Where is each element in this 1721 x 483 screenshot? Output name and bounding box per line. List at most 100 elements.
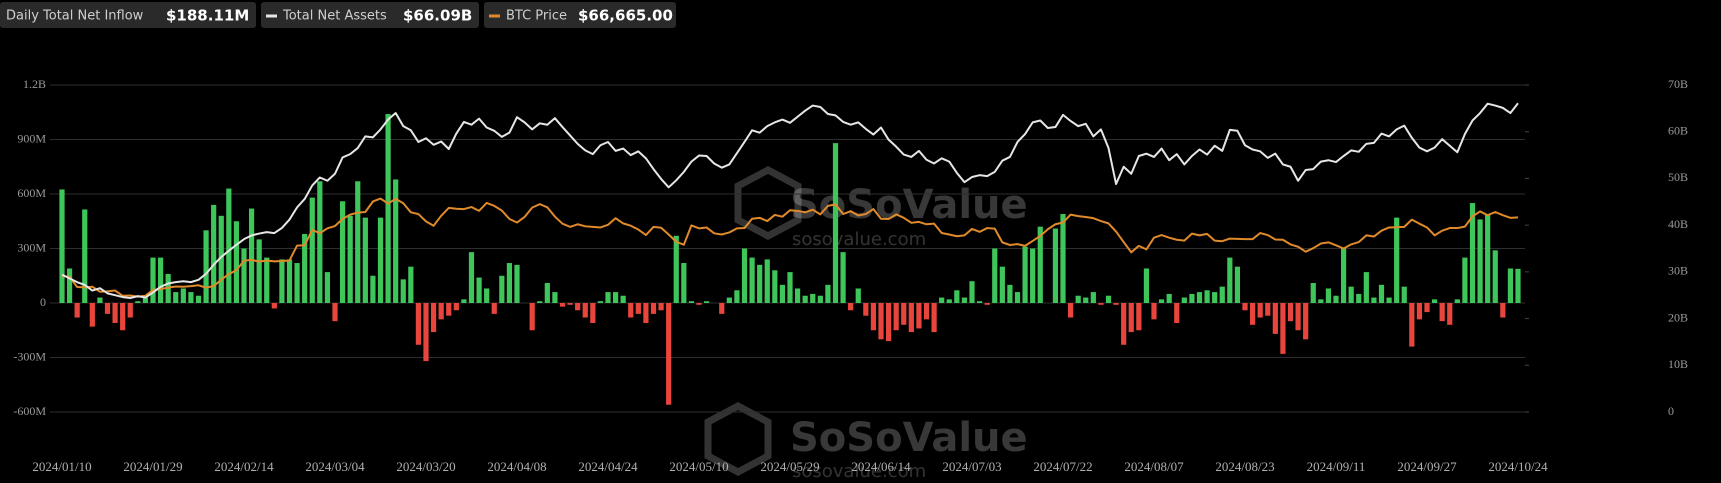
bar (1424, 303, 1430, 313)
bar (1462, 257, 1468, 303)
bar (1507, 268, 1514, 303)
bar (779, 284, 786, 303)
bar (1272, 303, 1278, 334)
bar (294, 263, 300, 303)
bar (506, 263, 513, 303)
bar (916, 303, 922, 329)
bars (59, 114, 1521, 405)
y2-tick-label: 50B (1668, 170, 1688, 184)
bar (1303, 303, 1309, 340)
bar (1500, 303, 1506, 318)
bar (332, 303, 338, 322)
bar (885, 303, 892, 342)
bar (1340, 248, 1347, 303)
bar (1189, 293, 1195, 303)
legend-value: $66,665.00 (578, 7, 673, 25)
bar (256, 239, 262, 303)
legend-label: BTC Price (506, 9, 567, 24)
bar (954, 290, 960, 303)
bar (1030, 248, 1036, 303)
bar (385, 114, 391, 303)
y-tick-label: -300M (13, 349, 46, 363)
bar (1325, 288, 1332, 303)
bar (855, 288, 861, 303)
bar (1128, 303, 1134, 333)
bar (1151, 303, 1157, 320)
bar (984, 303, 990, 305)
bar (559, 303, 566, 307)
bar (82, 209, 88, 303)
bar (97, 297, 103, 303)
bar (499, 275, 505, 303)
x-tick-label: 2024/10/24 (1488, 459, 1548, 474)
y2-tick-label: 60B (1668, 123, 1688, 137)
bar (415, 303, 422, 345)
bar (1394, 217, 1400, 303)
bar (923, 303, 930, 320)
bar (787, 272, 793, 303)
bar (339, 201, 346, 303)
bar (870, 303, 877, 331)
bar (188, 292, 194, 303)
bar (893, 303, 899, 331)
legend-value: $66.09B (403, 7, 472, 25)
bar (1492, 250, 1498, 303)
bar (324, 272, 331, 303)
bar (1515, 268, 1521, 303)
bar (658, 303, 664, 311)
bar (1014, 292, 1021, 303)
bar (195, 295, 202, 303)
bar (135, 301, 141, 303)
bar (1378, 284, 1385, 303)
x-tick-label: 2024/08/07 (1124, 459, 1184, 474)
bar (1037, 226, 1043, 303)
bar (696, 303, 702, 305)
bar (764, 259, 770, 303)
bar (703, 301, 710, 303)
bar (1174, 303, 1180, 323)
bar (211, 204, 217, 303)
x-tick-label: 2024/09/27 (1397, 459, 1457, 474)
bar (264, 257, 270, 303)
bar (1356, 293, 1362, 303)
bar (142, 297, 149, 303)
line (61, 197, 1519, 298)
bar (150, 257, 156, 303)
bar (1485, 213, 1491, 303)
bar (127, 303, 133, 318)
watermark-url: sosovalue.com (792, 461, 926, 482)
x-tick-label: 2024/03/20 (396, 459, 455, 474)
bar (772, 270, 778, 303)
bar (309, 197, 315, 303)
watermark-icon (734, 166, 802, 240)
bar (1007, 284, 1013, 303)
bar (901, 303, 907, 325)
legend-box (261, 2, 479, 28)
bar (840, 252, 846, 303)
bar (1348, 286, 1354, 303)
bar (203, 230, 209, 303)
bar (681, 263, 687, 303)
bar (1287, 303, 1294, 322)
bar (1075, 295, 1081, 303)
bar (1257, 303, 1263, 318)
bar (1227, 257, 1233, 303)
bar (612, 292, 619, 303)
bar (749, 257, 755, 303)
y-tick-label: 300M (17, 240, 46, 254)
bar (173, 292, 179, 303)
bar (643, 303, 649, 323)
bar (400, 279, 406, 303)
bar (741, 248, 748, 303)
bar (582, 303, 588, 318)
bar (1181, 297, 1187, 303)
watermark-brand: SoSoValue (790, 415, 1028, 461)
bar (734, 290, 740, 303)
bar (992, 248, 998, 303)
bar (393, 179, 399, 303)
bar (673, 235, 679, 303)
bar (104, 303, 111, 314)
bar (408, 266, 414, 303)
bar (423, 303, 429, 362)
